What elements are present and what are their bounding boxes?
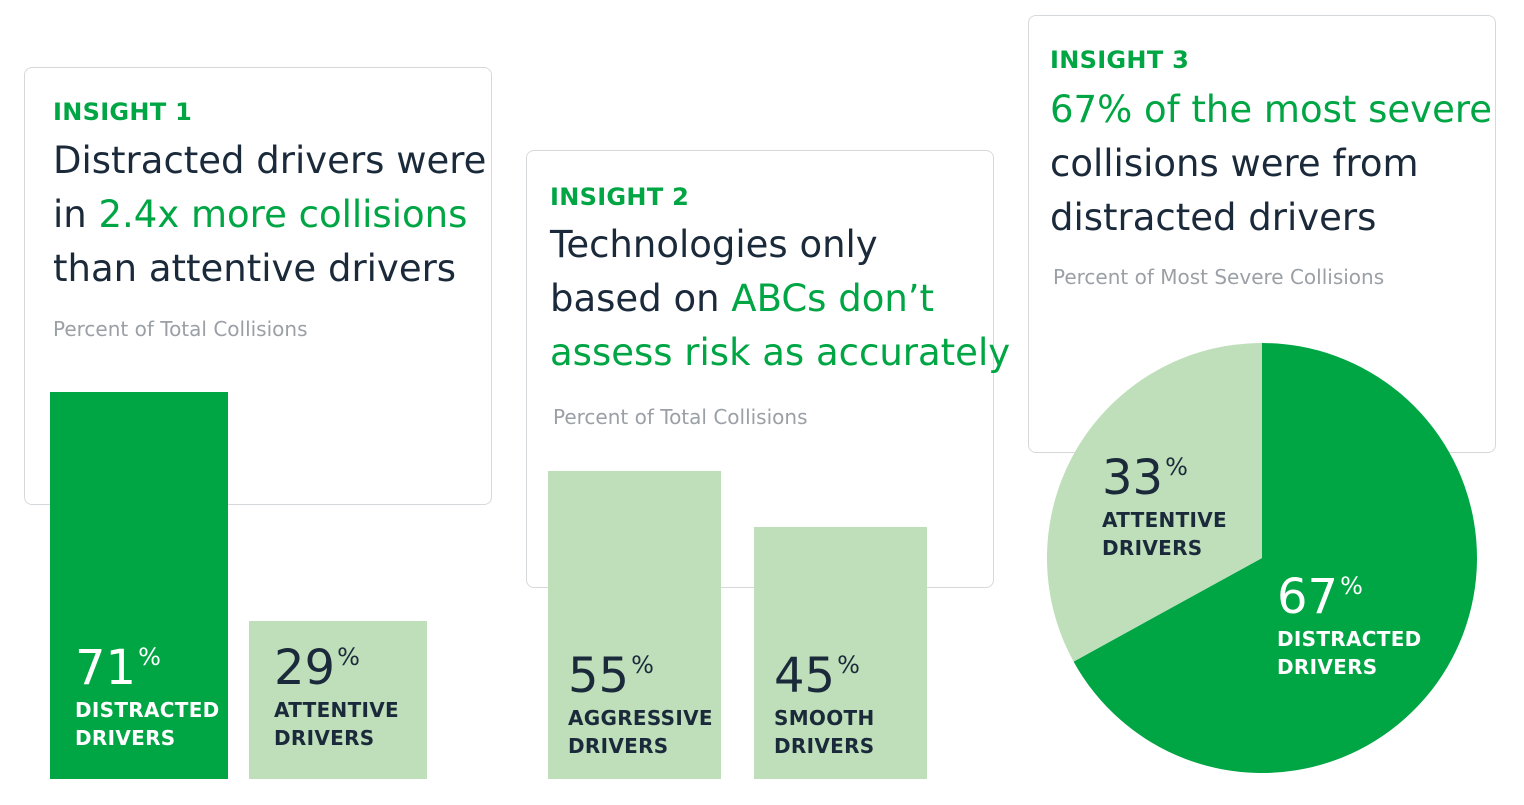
chart1-value-0: 71% [75,644,220,692]
insight3-line1: 67% of the most severe [1050,88,1492,131]
pie-label-0: 67% DISTRACTED DRIVERS [1277,573,1422,681]
insight2-line3: assess risk as accurately [550,331,1011,374]
chart2-category-0: AGGRESSIVE DRIVERS [568,704,713,760]
chart1-category-1: ATTENTIVE DRIVERS [274,696,399,752]
insight2-headline: Technologies only based on ABCs don’t as… [550,218,1010,380]
chart2-bar-label-1: 45% SMOOTH DRIVERS [774,652,875,760]
chart2-bar-0 [548,471,721,779]
pie-value-1: 33% [1102,454,1227,502]
chart1-category-0-line-0: DISTRACTED [75,698,220,722]
chart2-category-1-line-0: SMOOTH [774,706,875,730]
chart2-category-1: SMOOTH DRIVERS [774,704,875,760]
chart1-value-unit-1: % [337,643,360,671]
chart1-category-1-line-0: ATTENTIVE [274,698,399,722]
insight1-headline: Distracted drivers were in 2.4x more col… [53,134,486,296]
chart2-value-1: 45% [774,652,875,700]
insight3-line2: collisions were from [1050,142,1419,185]
chart2-category-0-line-0: AGGRESSIVE [568,706,713,730]
insight2-label: INSIGHT 2 [550,183,690,211]
chart1-bar-1 [249,620,427,779]
chart2-category-1-line-1: DRIVERS [774,734,875,758]
insight2-subtitle: Percent of Total Collisions [553,405,808,429]
insight3-subtitle: Percent of Most Severe Collisions [1053,265,1385,289]
insight3-label: INSIGHT 3 [1050,46,1190,74]
insight1-label: INSIGHT 1 [53,98,193,126]
chart1-bar-0 [50,392,228,779]
chart2-category-0-line-1: DRIVERS [568,734,669,758]
pie-category-1-line-1: DRIVERS [1102,536,1203,560]
chart1-category-0: DISTRACTED DRIVERS [75,696,220,752]
chart1-value-number-1: 29 [274,640,336,696]
chart2-value-unit-1: % [837,651,860,679]
chart2-value-number-1: 45 [774,648,836,704]
insight2-line2a: based on [550,277,732,320]
pie-category-0-line-0: DISTRACTED [1277,627,1422,651]
pie-category-0: DISTRACTED DRIVERS [1277,625,1422,681]
insight1-line1: Distracted drivers were [53,139,487,182]
chart1-value-unit-0: % [138,643,161,671]
chart1-value-1: 29% [274,644,399,692]
pie-slice-1 [1047,343,1262,662]
insight1-highlight: 2.4x more collisions [98,193,468,236]
pie-label-1: 33% ATTENTIVE DRIVERS [1102,454,1227,562]
chart1-bar-label-0: 71% DISTRACTED DRIVERS [75,644,220,752]
insight1-line3: than attentive drivers [53,247,457,290]
chart2-value-0: 55% [568,652,713,700]
pie-value-0: 67% [1277,573,1422,621]
pie-value-unit-1: % [1165,453,1188,481]
pie-value-number-1: 33 [1102,450,1164,506]
insight1-line2a: in [53,193,99,236]
chart2-bar-1 [754,527,927,779]
chart1-value-number-0: 71 [75,640,137,696]
pie-category-1: ATTENTIVE DRIVERS [1102,506,1227,562]
chart1-category-1-line-1: DRIVERS [274,726,375,750]
insight3-headline: 67% of the most severe collisions were f… [1050,83,1492,245]
insight2-highlight-a: ABCs don’t [731,277,935,320]
chart2-bar-label-0: 55% AGGRESSIVE DRIVERS [568,652,713,760]
pie-slice-0 [1073,343,1477,774]
chart2-value-number-0: 55 [568,648,630,704]
pie-category-1-line-0: ATTENTIVE [1102,508,1227,532]
pie-category-0-line-1: DRIVERS [1277,655,1378,679]
chart2-value-unit-0: % [631,651,654,679]
insight1-subtitle: Percent of Total Collisions [53,317,308,341]
chart1-bar-label-1: 29% ATTENTIVE DRIVERS [274,644,399,752]
insight2-line2: based on ABCs don’t [550,272,1010,326]
insight3-line3: distracted drivers [1050,196,1377,239]
chart1-category-0-line-1: DRIVERS [75,726,176,750]
pie-value-number-0: 67 [1277,569,1339,625]
insight1-line2: in 2.4x more collisions [53,188,486,242]
pie-value-unit-0: % [1340,572,1363,600]
insight2-line1: Technologies only [550,223,878,266]
